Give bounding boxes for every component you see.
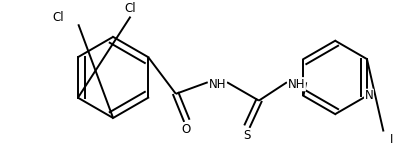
- Text: N: N: [364, 89, 373, 102]
- Text: Cl: Cl: [52, 11, 64, 24]
- Text: O: O: [182, 123, 191, 136]
- Text: Cl: Cl: [125, 2, 136, 15]
- Text: NH: NH: [209, 78, 226, 91]
- Text: I: I: [390, 133, 393, 146]
- Text: S: S: [244, 129, 251, 142]
- Text: NH: NH: [288, 78, 305, 91]
